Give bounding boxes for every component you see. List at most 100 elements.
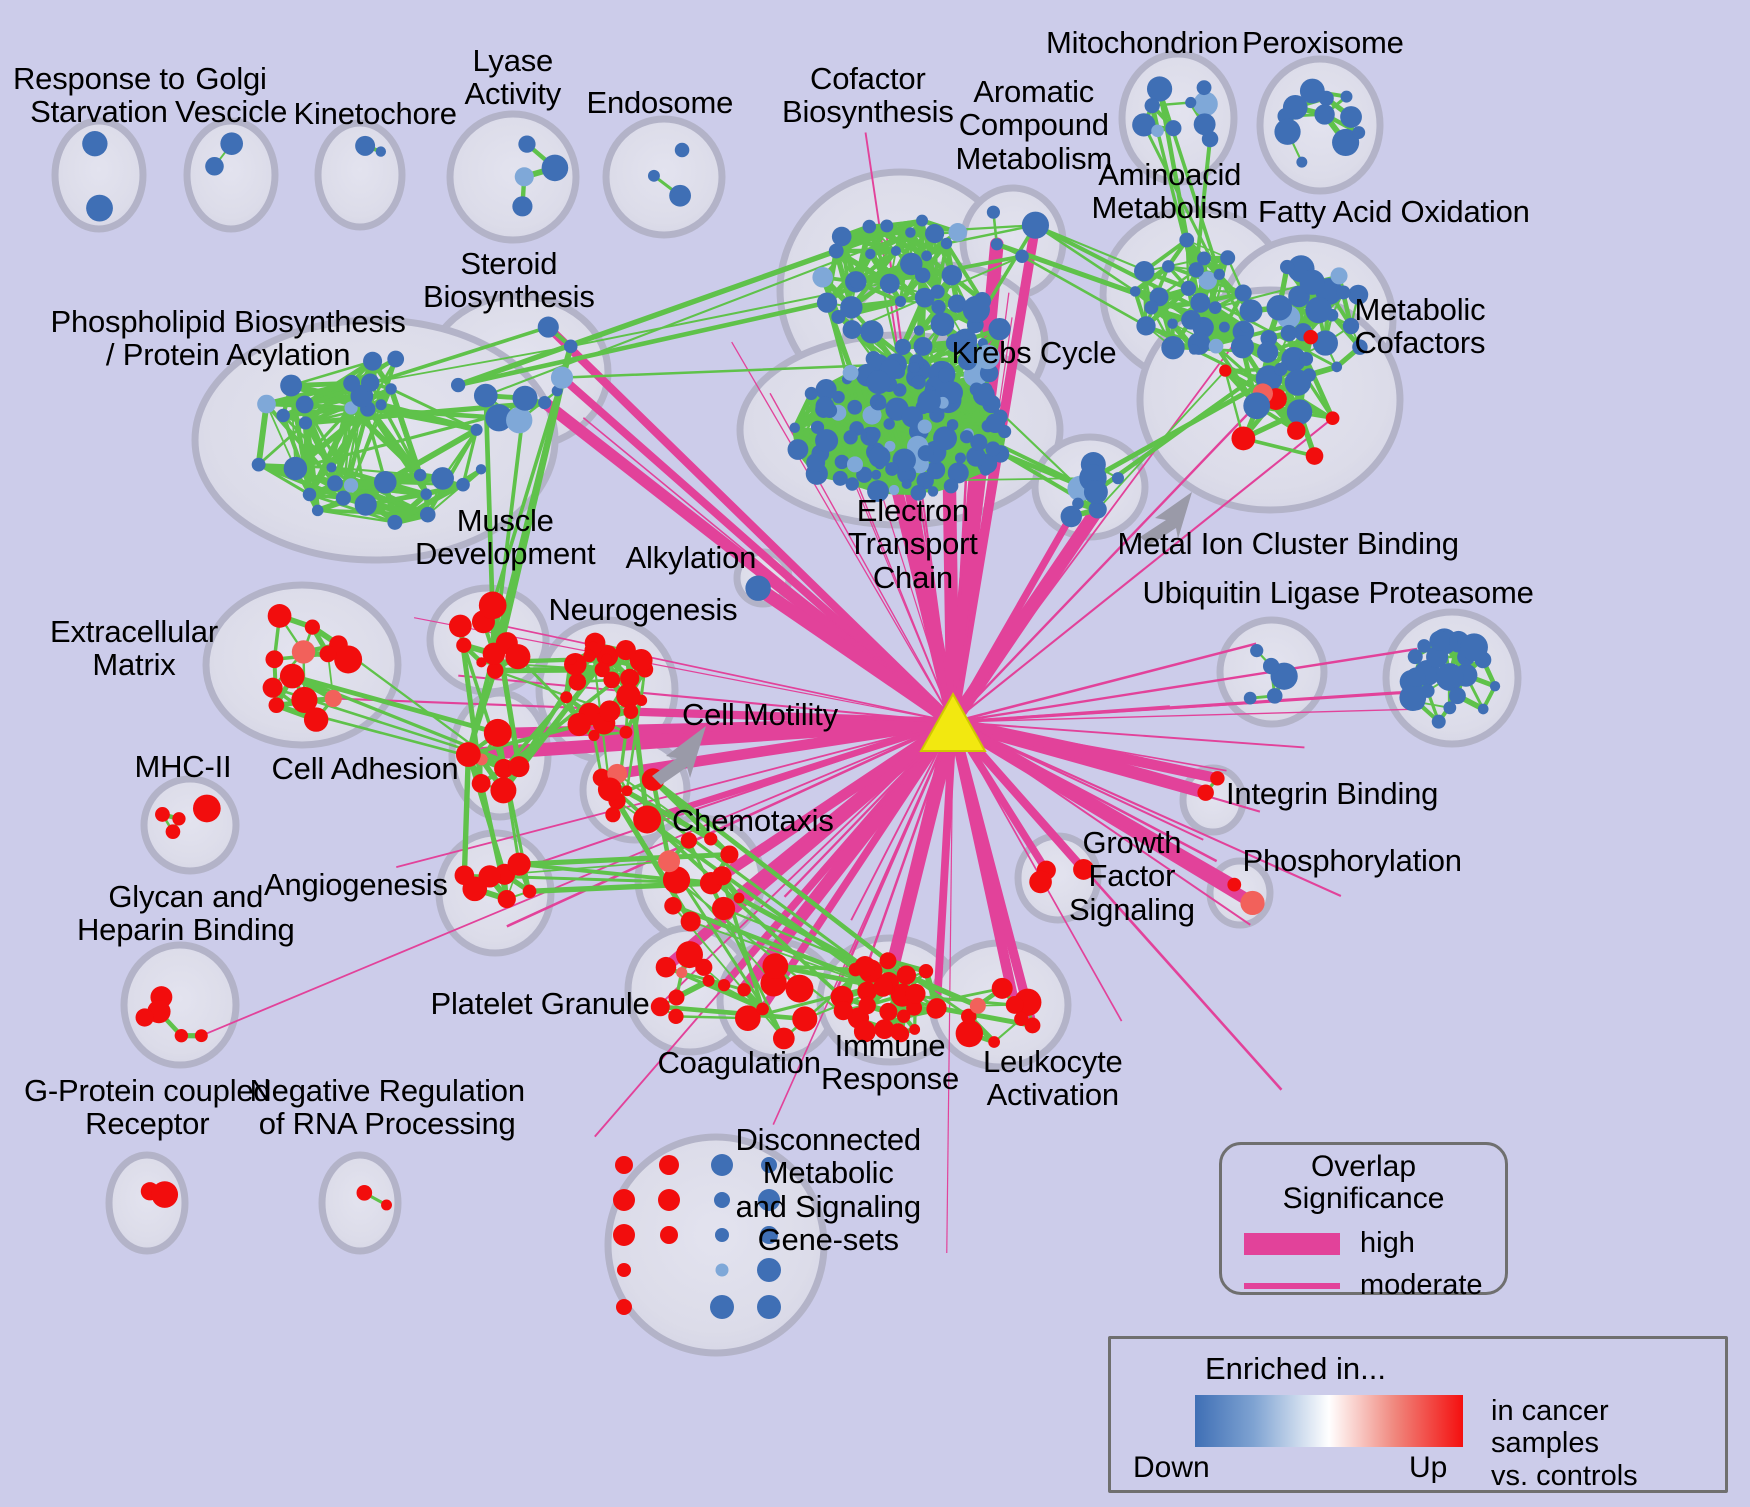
geneset-node[interactable] bbox=[192, 794, 221, 823]
geneset-node[interactable] bbox=[662, 866, 691, 894]
geneset-node[interactable] bbox=[363, 351, 383, 371]
geneset-node[interactable] bbox=[658, 850, 681, 873]
geneset-node[interactable] bbox=[1280, 259, 1295, 275]
geneset-node[interactable] bbox=[601, 653, 612, 664]
geneset-node[interactable] bbox=[1231, 426, 1256, 451]
geneset-node[interactable] bbox=[917, 445, 934, 462]
geneset-node[interactable] bbox=[1407, 649, 1423, 665]
geneset-node[interactable] bbox=[1406, 667, 1426, 687]
geneset-node[interactable] bbox=[941, 264, 963, 286]
geneset-node[interactable] bbox=[988, 1036, 1000, 1048]
geneset-node[interactable] bbox=[947, 462, 969, 484]
geneset-node[interactable] bbox=[283, 456, 308, 481]
geneset-node[interactable] bbox=[1144, 300, 1159, 315]
geneset-node[interactable] bbox=[940, 237, 953, 250]
geneset-node[interactable] bbox=[866, 370, 891, 395]
geneset-node[interactable] bbox=[1429, 630, 1450, 652]
geneset-node[interactable] bbox=[853, 1020, 876, 1043]
geneset-node[interactable] bbox=[991, 977, 1013, 999]
geneset-node[interactable] bbox=[866, 427, 881, 442]
geneset-node[interactable] bbox=[943, 478, 959, 494]
geneset-node[interactable] bbox=[1489, 681, 1501, 692]
geneset-node[interactable] bbox=[1449, 687, 1466, 705]
geneset-node[interactable] bbox=[512, 196, 533, 217]
geneset-node[interactable] bbox=[565, 654, 577, 665]
geneset-node[interactable] bbox=[910, 485, 927, 501]
geneset-node[interactable] bbox=[676, 941, 703, 969]
geneset-node[interactable] bbox=[1024, 1017, 1041, 1034]
geneset-node[interactable] bbox=[1198, 271, 1217, 290]
geneset-node[interactable] bbox=[815, 378, 837, 401]
geneset-node[interactable] bbox=[664, 897, 682, 915]
geneset-node[interactable] bbox=[470, 423, 483, 436]
geneset-node[interactable] bbox=[449, 614, 472, 638]
geneset-node[interactable] bbox=[970, 433, 988, 452]
geneset-node[interactable] bbox=[1303, 329, 1319, 345]
geneset-node[interactable] bbox=[486, 662, 504, 679]
geneset-node[interactable] bbox=[1208, 338, 1224, 354]
geneset-node[interactable] bbox=[1477, 703, 1489, 715]
geneset-node[interactable] bbox=[1299, 269, 1325, 295]
geneset-node[interactable] bbox=[1340, 90, 1353, 103]
geneset-node[interactable] bbox=[986, 205, 1000, 219]
geneset-node[interactable] bbox=[926, 999, 946, 1019]
geneset-node[interactable] bbox=[842, 364, 859, 381]
geneset-node[interactable] bbox=[884, 440, 896, 452]
geneset-node[interactable] bbox=[1151, 124, 1164, 138]
geneset-node[interactable] bbox=[957, 350, 978, 371]
geneset-node[interactable] bbox=[560, 691, 573, 704]
geneset-node[interactable] bbox=[873, 976, 894, 997]
geneset-node[interactable] bbox=[927, 486, 939, 497]
geneset-node[interactable] bbox=[1193, 91, 1218, 117]
geneset-node[interactable] bbox=[1299, 78, 1325, 104]
geneset-node[interactable] bbox=[720, 845, 739, 864]
geneset-node[interactable] bbox=[343, 478, 359, 493]
geneset-node[interactable] bbox=[1220, 250, 1236, 266]
geneset-node[interactable] bbox=[659, 1155, 679, 1175]
geneset-node[interactable] bbox=[475, 464, 487, 475]
geneset-node[interactable] bbox=[988, 317, 1011, 341]
geneset-node[interactable] bbox=[633, 805, 662, 834]
geneset-node[interactable] bbox=[1134, 260, 1155, 282]
geneset-node[interactable] bbox=[961, 1008, 977, 1025]
geneset-node[interactable] bbox=[1210, 771, 1225, 786]
geneset-node[interactable] bbox=[1179, 232, 1195, 248]
geneset-node[interactable] bbox=[1281, 346, 1307, 372]
geneset-node[interactable] bbox=[494, 758, 514, 779]
geneset-node[interactable] bbox=[1266, 688, 1283, 704]
geneset-node[interactable] bbox=[969, 997, 986, 1014]
geneset-node[interactable] bbox=[857, 981, 877, 1002]
geneset-node[interactable] bbox=[1399, 684, 1427, 711]
geneset-node[interactable] bbox=[758, 1189, 780, 1211]
geneset-node[interactable] bbox=[810, 420, 825, 434]
geneset-node[interactable] bbox=[880, 219, 894, 233]
geneset-node[interactable] bbox=[483, 718, 512, 747]
geneset-node[interactable] bbox=[879, 273, 900, 294]
geneset-node[interactable] bbox=[583, 649, 596, 663]
geneset-node[interactable] bbox=[1029, 870, 1052, 894]
geneset-node[interactable] bbox=[856, 466, 873, 483]
geneset-node[interactable] bbox=[916, 471, 934, 490]
geneset-node[interactable] bbox=[324, 689, 342, 708]
geneset-node[interactable] bbox=[1274, 362, 1288, 376]
geneset-node[interactable] bbox=[482, 642, 506, 666]
geneset-node[interactable] bbox=[901, 406, 923, 428]
geneset-node[interactable] bbox=[816, 292, 838, 313]
geneset-node[interactable] bbox=[845, 477, 859, 491]
geneset-node[interactable] bbox=[508, 756, 530, 778]
geneset-node[interactable] bbox=[1015, 249, 1029, 264]
geneset-node[interactable] bbox=[616, 1299, 632, 1315]
geneset-node[interactable] bbox=[615, 1156, 633, 1174]
geneset-node[interactable] bbox=[865, 248, 876, 260]
geneset-node[interactable] bbox=[1352, 126, 1366, 140]
geneset-node[interactable] bbox=[906, 999, 923, 1016]
geneset-node[interactable] bbox=[304, 619, 320, 635]
geneset-node[interactable] bbox=[660, 1226, 678, 1244]
geneset-node[interactable] bbox=[151, 1181, 179, 1208]
geneset-node[interactable] bbox=[668, 1008, 684, 1025]
geneset-node[interactable] bbox=[862, 405, 882, 425]
geneset-node[interactable] bbox=[911, 375, 926, 390]
geneset-node[interactable] bbox=[1325, 411, 1340, 426]
geneset-node[interactable] bbox=[676, 967, 688, 979]
geneset-node[interactable] bbox=[896, 1009, 911, 1023]
